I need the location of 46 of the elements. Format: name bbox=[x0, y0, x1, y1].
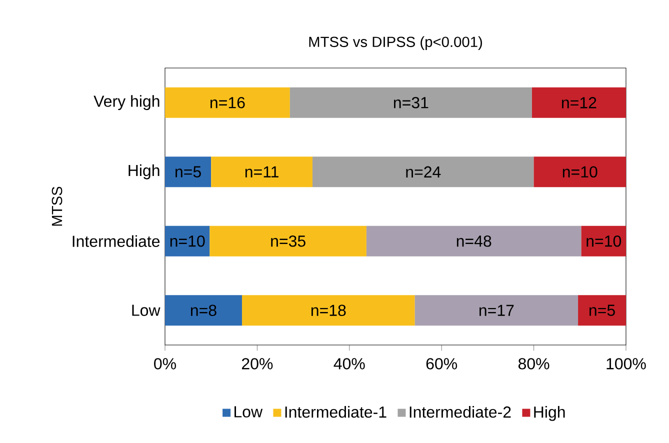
bar bbox=[210, 226, 366, 256]
x-tick-label: 20% bbox=[242, 358, 273, 370]
bar bbox=[414, 295, 578, 326]
annotation: n=10 bbox=[170, 235, 205, 247]
bar bbox=[312, 156, 534, 188]
annotation: n=5 bbox=[590, 304, 615, 316]
y-tick-label: Intermediate bbox=[72, 235, 160, 247]
annotation: n=18 bbox=[311, 304, 346, 316]
annotation: n=10 bbox=[586, 235, 622, 247]
bar bbox=[165, 226, 210, 256]
bar bbox=[211, 156, 313, 188]
bar bbox=[578, 295, 626, 326]
y-tick-label: Very high bbox=[94, 95, 160, 110]
x-tick-label: 0% bbox=[154, 358, 176, 370]
y-tick-label: Low bbox=[132, 304, 160, 316]
annotation: n=5 bbox=[176, 166, 201, 178]
annotation: n=11 bbox=[245, 166, 278, 178]
y-tick-label: High bbox=[128, 164, 160, 180]
x-tick-label: 60% bbox=[426, 358, 458, 370]
annotation: n=10 bbox=[562, 166, 598, 178]
bar bbox=[165, 295, 242, 326]
bar bbox=[534, 156, 626, 188]
annotation: n=12 bbox=[562, 97, 596, 108]
x-tick-label: 40% bbox=[334, 358, 365, 370]
bar bbox=[165, 87, 290, 118]
bar bbox=[366, 226, 582, 256]
bar bbox=[290, 87, 532, 118]
annotation: n=35 bbox=[271, 235, 306, 247]
y-axis-title: MTSS bbox=[52, 186, 62, 226]
annotation: n=48 bbox=[456, 235, 492, 247]
x-tick-label: 100% bbox=[606, 358, 646, 370]
annotation: n=17 bbox=[480, 304, 514, 316]
bar bbox=[242, 295, 415, 326]
legend-label: Intermediate-1 bbox=[285, 406, 386, 418]
chart-title: MTSS vs DIPSS (p<0.001) bbox=[309, 36, 482, 50]
annotation: n=31 bbox=[394, 96, 428, 108]
annotation: n=24 bbox=[406, 166, 441, 178]
legend-label: Intermediate-2 bbox=[410, 406, 511, 418]
legend-label: High bbox=[534, 406, 565, 421]
bar bbox=[165, 156, 212, 188]
x-tick-label: 80% bbox=[518, 358, 550, 370]
bar bbox=[532, 87, 626, 118]
bar bbox=[581, 226, 626, 256]
legend-label: Low bbox=[234, 406, 263, 418]
annotation: n=8 bbox=[190, 304, 216, 316]
annotation: n=16 bbox=[210, 96, 245, 108]
